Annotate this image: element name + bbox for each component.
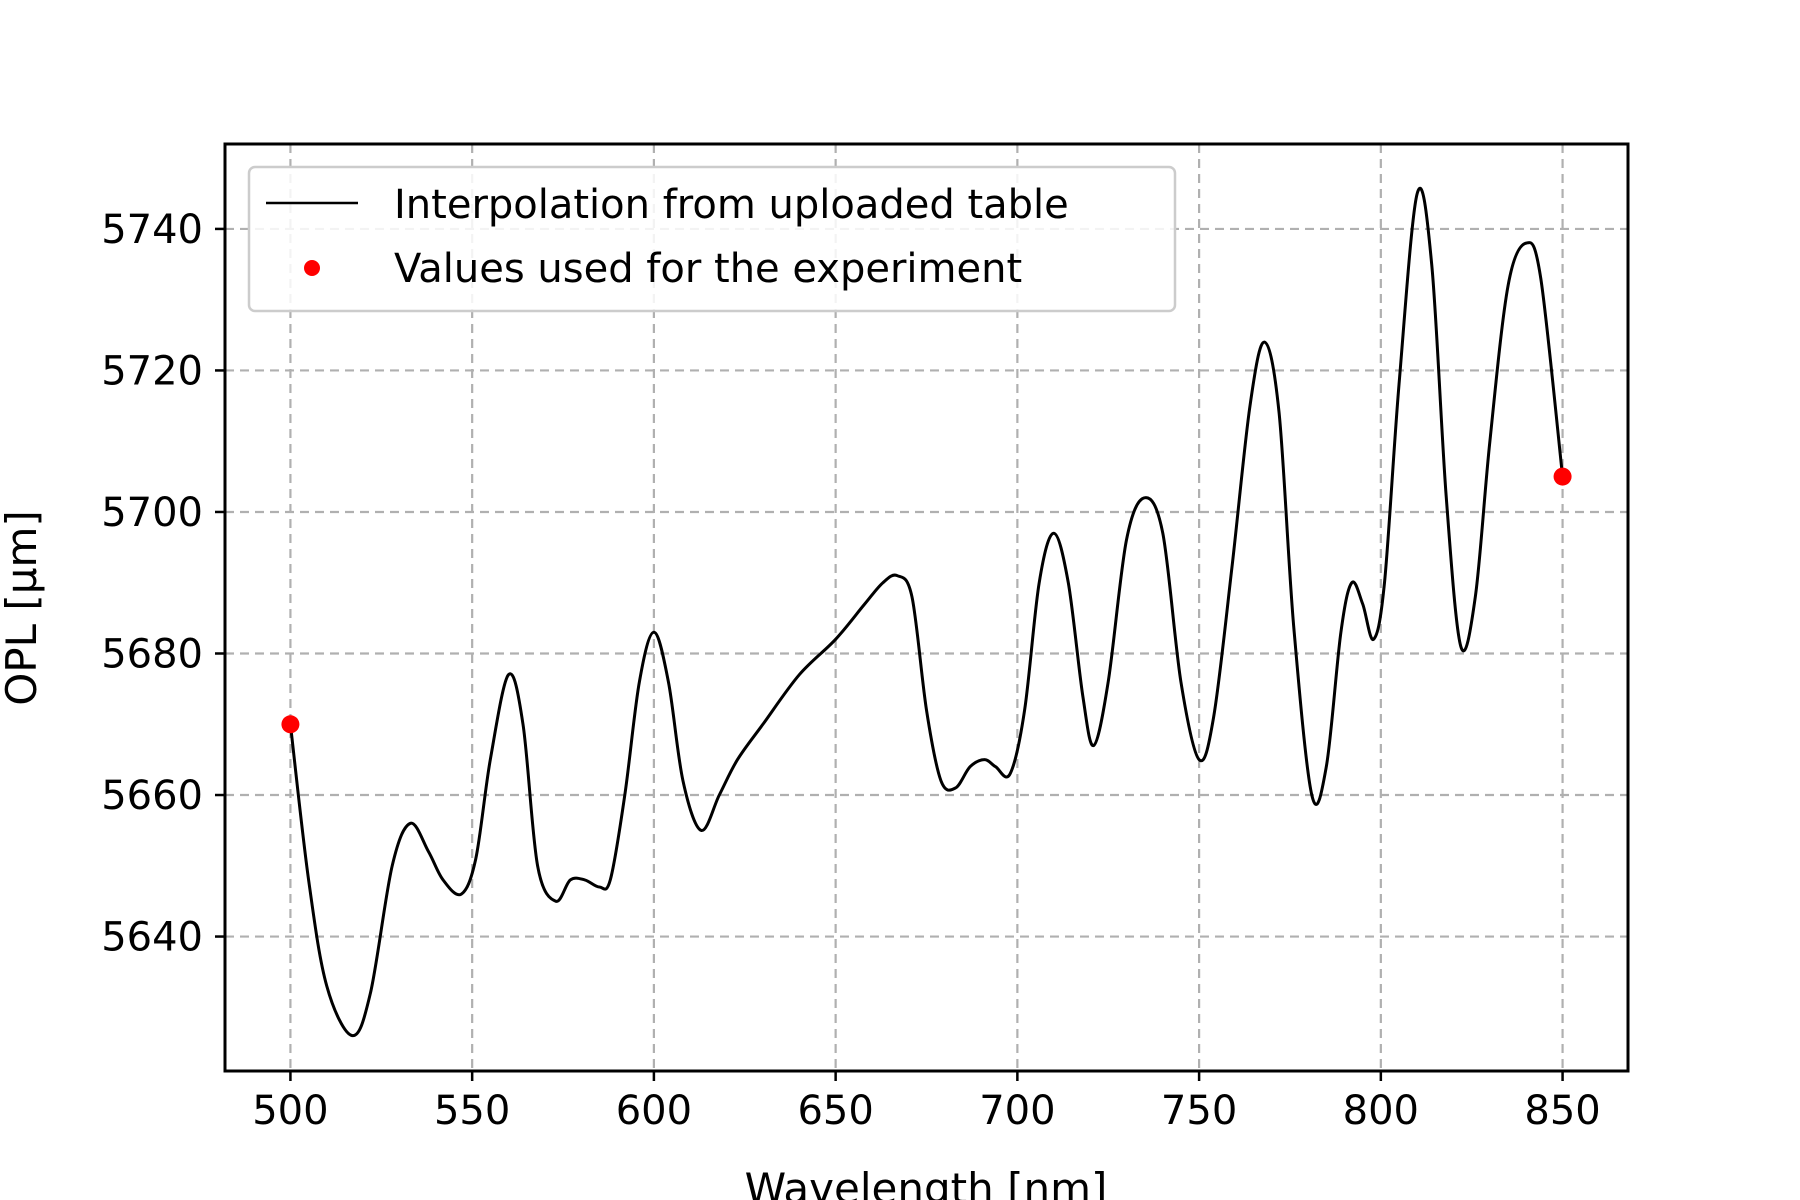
series-layer xyxy=(281,186,1572,1038)
x-tick-label: 800 xyxy=(1343,1088,1419,1134)
legend-label-experiment-values: Values used for the experiment xyxy=(394,246,1022,292)
y-tick-label: 5680 xyxy=(101,631,203,677)
y-tick-label: 5700 xyxy=(101,490,203,536)
plot-frame xyxy=(223,142,1630,1073)
y-axis-title: OPL [μm] xyxy=(0,510,46,706)
x-tick-label: 850 xyxy=(1524,1088,1600,1134)
experiment-value-point xyxy=(1553,467,1572,486)
experiment-value-point xyxy=(281,715,300,734)
ticks: 500 550 600 650 700 750 800 850 5640 5660 5680 5700… xyxy=(101,207,1601,1134)
legend-label-interpolation: Interpolation from uploaded table xyxy=(394,182,1069,228)
x-tick-label: 550 xyxy=(434,1088,510,1134)
x-tick-label: 750 xyxy=(1161,1088,1237,1134)
y-tick-label: 5660 xyxy=(101,773,203,819)
y-tick-label: 5720 xyxy=(101,348,203,394)
y-tick-label: 5640 xyxy=(101,915,203,961)
interpolation-line xyxy=(288,186,1565,1038)
legend-box xyxy=(247,165,1177,313)
legend: Interpolation from uploaded table Values… xyxy=(247,165,1177,313)
x-tick-label: 500 xyxy=(252,1088,328,1134)
x-tick-label: 650 xyxy=(797,1088,873,1134)
y-tick-label: 5740 xyxy=(101,207,203,253)
x-tick-label: 700 xyxy=(979,1088,1055,1134)
x-tick-label: 600 xyxy=(616,1088,692,1134)
legend-marker-swatch xyxy=(304,260,320,276)
x-axis-title: Wavelength [nm] xyxy=(745,1164,1108,1200)
